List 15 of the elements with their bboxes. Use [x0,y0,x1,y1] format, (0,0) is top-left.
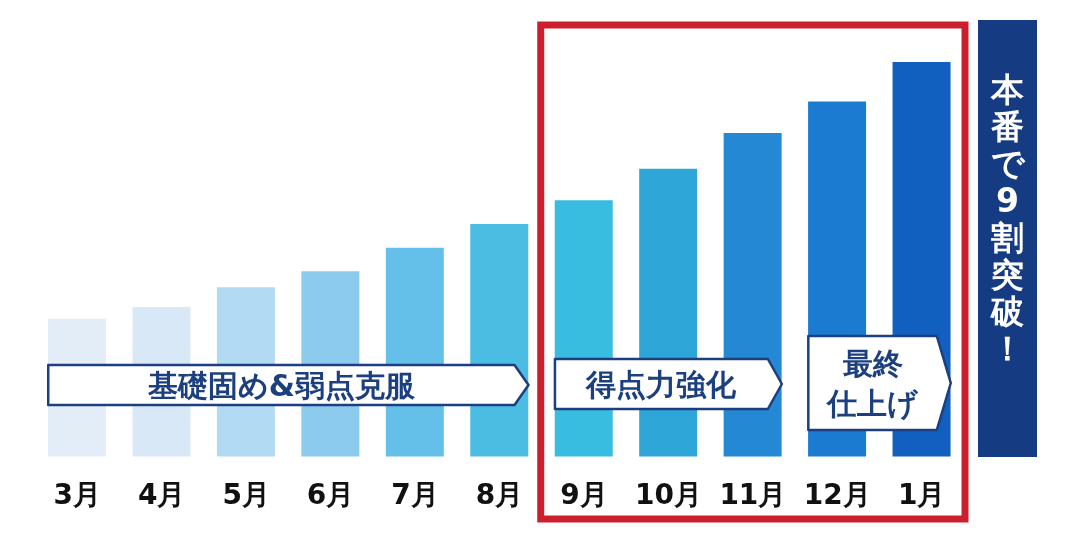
annotation: 得点力強化 [585,366,738,402]
annotation: 基礎固め&弱点克服 [146,367,416,403]
x-tick-label: 6月 [306,477,355,511]
x-tick-label: 1月 [898,477,946,511]
x-tick-label: 5月 [222,477,270,511]
x-tick-label: 3月 [53,477,101,511]
x-tick-label: 7月 [391,477,439,511]
x-tick-label: 9月 [560,477,608,511]
x-tick-label: 4月 [137,477,186,511]
x-tick-label: 8月 [475,477,524,511]
text: 本番で9割突破！ [990,69,1026,368]
x-tick-label: 11月 [719,477,787,511]
x-tick-label: 10月 [634,477,702,511]
x-tick-label: 12月 [803,477,871,511]
annotation: 最終仕上げ [825,345,920,421]
